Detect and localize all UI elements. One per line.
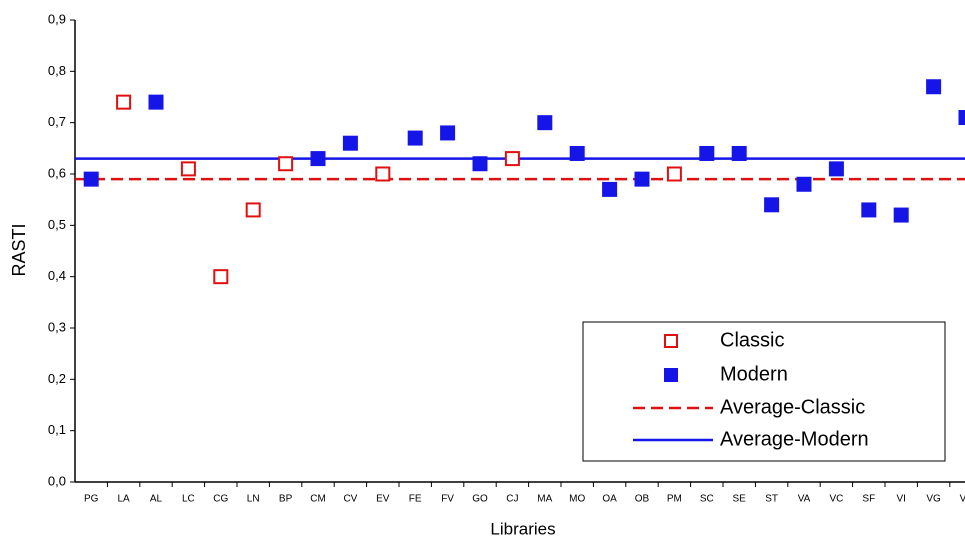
x-tick-label: LA (117, 494, 130, 505)
y-tick-label: 0,0 (48, 473, 66, 488)
x-tick-label: OB (635, 494, 650, 505)
x-tick-label: SC (700, 494, 714, 505)
x-tick-label: OA (602, 494, 617, 505)
x-tick-label: VC (829, 494, 843, 505)
legend-label: Modern (720, 363, 788, 385)
y-tick-label: 0,9 (48, 11, 66, 26)
x-tick-label: FV (441, 494, 454, 505)
legend-label: Average-Classic (720, 396, 865, 418)
x-tick-label: CG (213, 494, 228, 505)
y-tick-label: 0,3 (48, 319, 66, 334)
modern-point (893, 207, 909, 223)
classic-point (278, 156, 294, 172)
modern-point (569, 145, 585, 161)
modern-point (440, 125, 456, 141)
legend-marker (664, 334, 678, 348)
y-tick-label: 0,5 (48, 217, 66, 232)
x-tick-label: CV (343, 494, 357, 505)
legend-box (582, 321, 946, 462)
modern-point (764, 197, 780, 213)
modern-point (828, 161, 844, 177)
x-tick-label: EV (376, 494, 390, 505)
x-tick-label: CJ (506, 494, 518, 505)
legend-label: Classic (720, 329, 784, 351)
classic-point (666, 166, 682, 182)
modern-point (342, 135, 358, 151)
classic-point (245, 202, 261, 218)
y-tick-label: 0,6 (48, 165, 66, 180)
x-tick-label: LC (182, 494, 195, 505)
modern-point (537, 115, 553, 131)
x-tick-label: FE (409, 494, 422, 505)
modern-point (699, 145, 715, 161)
x-tick-label: PG (84, 494, 99, 505)
x-tick-label: CM (310, 494, 326, 505)
x-axis-label: Libraries (490, 519, 555, 538)
classic-point (375, 166, 391, 182)
modern-point (407, 130, 423, 146)
x-tick-label: LN (247, 494, 260, 505)
x-tick-label: MO (569, 494, 585, 505)
modern-point (310, 151, 326, 167)
x-tick-label: PM (667, 494, 682, 505)
y-axis-label: RASTI (9, 223, 29, 276)
x-tick-label: SE (733, 494, 747, 505)
x-tick-label: BP (279, 494, 293, 505)
classic-point (504, 151, 520, 167)
modern-point (634, 171, 650, 187)
classic-point (180, 161, 196, 177)
x-tick-label: VF (960, 494, 965, 505)
x-tick-label: VA (798, 494, 811, 505)
y-tick-label: 0,7 (48, 114, 66, 129)
classic-point (213, 269, 229, 285)
x-tick-label: VG (926, 494, 941, 505)
modern-point (926, 79, 942, 95)
modern-point (796, 176, 812, 192)
y-tick-label: 0,2 (48, 371, 66, 386)
modern-point (731, 145, 747, 161)
modern-point (148, 94, 164, 110)
y-tick-label: 0,1 (48, 422, 66, 437)
x-tick-label: GO (472, 494, 488, 505)
x-tick-label: ST (765, 494, 778, 505)
x-tick-label: MA (537, 494, 552, 505)
x-tick-label: AL (150, 494, 163, 505)
x-tick-label: SF (862, 494, 875, 505)
x-tick-label: VI (896, 494, 905, 505)
y-tick-label: 0,4 (48, 268, 66, 283)
modern-point (83, 171, 99, 187)
modern-point (472, 156, 488, 172)
modern-point (602, 181, 618, 197)
y-tick-label: 0,8 (48, 63, 66, 78)
modern-point (861, 202, 877, 218)
legend-label: Average-Modern (720, 428, 869, 450)
legend-marker (664, 368, 678, 382)
modern-point (958, 110, 965, 126)
classic-point (116, 94, 132, 110)
